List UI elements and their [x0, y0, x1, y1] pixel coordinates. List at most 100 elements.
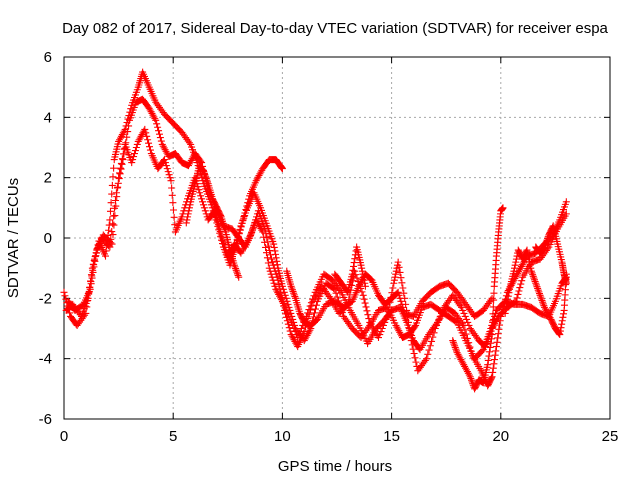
data-point-marker	[185, 204, 193, 212]
data-point-marker	[527, 267, 535, 275]
data-point-marker	[304, 309, 312, 317]
data-point-marker	[118, 155, 126, 163]
data-point-marker	[544, 233, 552, 241]
data-point-marker	[289, 287, 297, 295]
data-point-marker	[361, 299, 369, 307]
data-point-marker	[106, 216, 114, 224]
data-point-marker	[266, 267, 274, 275]
data-point-marker	[167, 177, 175, 185]
y-tick-label: -6	[39, 411, 52, 428]
data-point-marker	[168, 184, 176, 192]
data-point-marker	[233, 237, 241, 245]
data-point-marker	[261, 238, 269, 246]
data-point-marker	[558, 317, 566, 325]
data-point-marker	[129, 156, 137, 164]
data-point-marker	[287, 318, 295, 326]
data-point-marker	[364, 311, 372, 319]
data-point-marker	[262, 249, 270, 257]
data-point-marker	[213, 214, 221, 222]
data-point-marker	[263, 254, 271, 262]
data-point-marker	[537, 293, 545, 301]
x-axis-label: GPS time / hours	[278, 458, 392, 475]
y-tick-label: -2	[39, 290, 52, 307]
data-point-marker	[112, 202, 120, 210]
data-point-marker	[501, 309, 509, 317]
data-point-marker	[428, 337, 436, 345]
data-point-marker	[516, 284, 524, 292]
data-point-marker	[432, 320, 440, 328]
data-point-marker	[532, 279, 540, 287]
data-point-marker	[357, 261, 365, 269]
data-point-marker	[264, 259, 272, 267]
data-point-marker	[262, 243, 270, 251]
data-point-marker	[497, 312, 505, 320]
data-point-marker	[280, 288, 288, 296]
data-point-marker	[295, 331, 303, 339]
data-point-marker	[151, 115, 159, 123]
data-point-marker	[155, 130, 163, 138]
data-point-marker	[411, 323, 419, 331]
data-point-marker	[376, 331, 384, 339]
data-point-marker	[202, 210, 210, 218]
data-point-marker	[343, 287, 351, 295]
y-tick-label: 0	[44, 230, 52, 247]
data-point-marker	[310, 292, 318, 300]
data-point-marker	[518, 277, 526, 285]
data-point-marker	[374, 334, 382, 342]
data-point-marker	[155, 127, 163, 135]
data-point-marker	[270, 279, 278, 287]
data-point-marker	[349, 266, 357, 274]
data-point-marker	[397, 297, 405, 305]
data-point-marker	[236, 226, 244, 234]
data-point-marker	[60, 288, 68, 296]
data-point-marker	[527, 264, 535, 272]
data-point-marker	[562, 210, 570, 218]
data-point-marker	[396, 268, 404, 276]
data-point-marker	[61, 292, 69, 300]
data-point-marker	[544, 234, 552, 242]
data-point-marker	[467, 347, 475, 355]
data-point-marker	[543, 236, 551, 244]
data-point-marker	[421, 356, 429, 364]
data-point-marker	[524, 252, 532, 260]
data-point-marker	[525, 255, 533, 263]
data-point-marker	[232, 265, 240, 273]
data-point-marker	[130, 153, 138, 161]
data-point-marker	[265, 242, 273, 250]
data-point-marker	[109, 220, 117, 228]
data-point-marker	[87, 280, 95, 288]
data-point-marker	[117, 159, 125, 167]
data-point-marker	[125, 122, 133, 130]
data-point-marker	[163, 165, 171, 173]
data-point-marker	[86, 285, 94, 293]
data-point-marker	[107, 199, 115, 207]
data-point-marker	[333, 293, 341, 301]
data-point-marker	[161, 159, 169, 167]
data-point-marker	[233, 270, 241, 278]
data-point-marker	[464, 318, 472, 326]
data-point-marker	[529, 271, 537, 279]
data-point-marker	[502, 306, 510, 314]
data-point-marker	[530, 276, 538, 284]
data-point-marker	[195, 186, 203, 194]
data-point-marker	[540, 302, 548, 310]
data-point-marker	[557, 324, 565, 332]
data-point-marker	[114, 183, 122, 191]
data-point-marker	[467, 374, 475, 382]
data-point-marker	[165, 171, 173, 179]
data-point-marker	[102, 247, 110, 255]
data-point-marker	[336, 287, 344, 295]
data-point-marker	[267, 251, 275, 259]
data-point-marker	[465, 339, 473, 347]
data-point-marker	[113, 193, 121, 201]
data-point-marker	[168, 191, 176, 199]
data-point-marker	[199, 201, 207, 209]
data-point-marker	[485, 352, 493, 360]
data-point-marker	[398, 300, 406, 308]
data-point-marker	[466, 343, 474, 351]
data-point-marker	[131, 147, 139, 155]
data-point-marker	[490, 289, 498, 297]
data-point-marker	[133, 140, 141, 148]
data-point-marker	[478, 347, 486, 355]
